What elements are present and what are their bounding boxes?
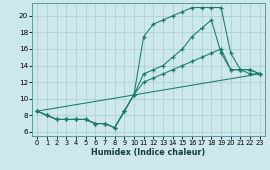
X-axis label: Humidex (Indice chaleur): Humidex (Indice chaleur) (91, 148, 206, 157)
